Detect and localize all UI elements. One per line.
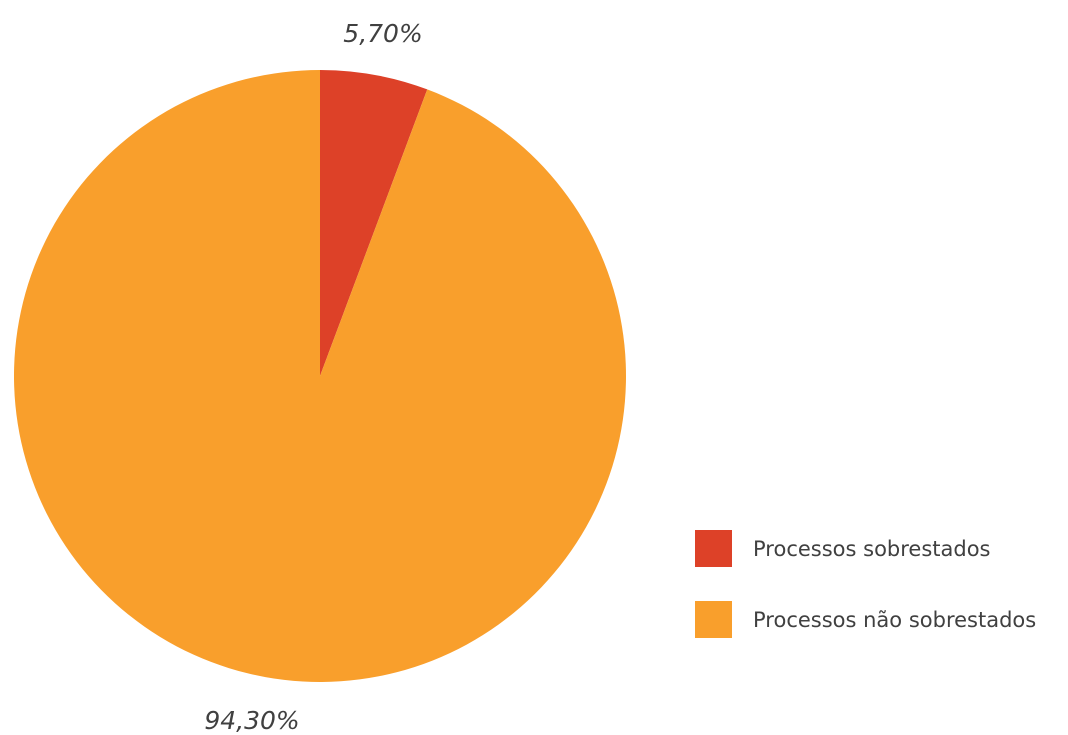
data-label-processos-nao-sobrestados: 94,30% bbox=[204, 706, 300, 735]
legend-item-processos-sobrestados: Processos sobrestados bbox=[695, 530, 1036, 567]
legend: Processos sobrestados Processos não sobr… bbox=[695, 530, 1036, 672]
pie-slice-processos-sobrestados bbox=[320, 70, 428, 376]
legend-label-processos-sobrestados: Processos sobrestados bbox=[753, 536, 991, 561]
legend-item-processos-nao-sobrestados: Processos não sobrestados bbox=[695, 601, 1036, 638]
legend-swatch-processos-nao-sobrestados bbox=[695, 601, 732, 638]
data-label-processos-sobrestados: 5,70% bbox=[343, 19, 423, 48]
legend-label-processos-nao-sobrestados: Processos não sobrestados bbox=[753, 607, 1037, 632]
pie-slice-processos-nao-sobrestados bbox=[13, 70, 626, 682]
legend-swatch-processos-sobrestados bbox=[695, 530, 732, 567]
